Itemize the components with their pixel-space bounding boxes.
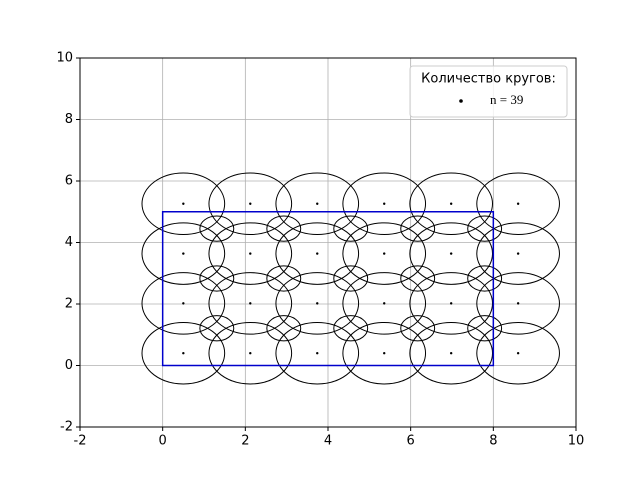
y-tick-label: 2 (65, 297, 73, 312)
center-dot (249, 302, 252, 305)
center-dot (316, 302, 319, 305)
circle (409, 272, 494, 335)
center-dot (516, 302, 520, 305)
circle (400, 265, 436, 292)
center-dot (249, 252, 252, 255)
circle (409, 321, 494, 385)
center-dot (316, 202, 319, 205)
circle (141, 222, 226, 285)
x-tick-label: 2 (241, 434, 249, 449)
x-tick-label: 6 (407, 434, 415, 449)
center-dot (383, 302, 386, 305)
circle (208, 272, 293, 335)
circle (266, 265, 302, 292)
y-tick-label: 8 (65, 112, 73, 127)
circle (333, 315, 369, 342)
circle (409, 172, 494, 236)
y-tick-label: -2 (60, 420, 73, 435)
circle (208, 172, 293, 236)
x-tick-label: 8 (489, 434, 497, 449)
y-tick-label: 6 (65, 174, 73, 189)
circle (275, 172, 360, 236)
rectangle (161, 211, 495, 367)
x-tick-label: -2 (74, 434, 87, 449)
circle (275, 272, 360, 335)
circle (400, 315, 436, 342)
circle (342, 222, 427, 285)
circle (476, 222, 560, 285)
plot-frame (79, 57, 577, 428)
legend-title: Количество кругов: (421, 72, 556, 87)
circle (266, 315, 302, 342)
center-dot (182, 302, 185, 305)
center-dot (182, 202, 185, 205)
center-dot (516, 252, 520, 255)
circle (208, 321, 293, 385)
circle (199, 315, 235, 342)
circle (333, 265, 369, 292)
circle (467, 315, 503, 342)
circle (141, 272, 226, 335)
legend: Количество кругов: n = 39 (409, 65, 568, 118)
center-dot (516, 202, 520, 205)
center-dot (449, 302, 453, 305)
x-tick-label: 0 (159, 434, 167, 449)
center-dot (449, 202, 453, 205)
x-tick-label: 4 (324, 434, 332, 449)
y-tick-label: 0 (65, 358, 73, 373)
legend-box (409, 65, 568, 118)
center-dot (449, 352, 453, 355)
center-dot (249, 202, 252, 205)
center-dot (383, 352, 386, 355)
y-tick-label: 10 (56, 51, 73, 66)
legend-label: n = 39 (490, 92, 523, 107)
circle (342, 172, 427, 236)
y-tick-label: 4 (65, 235, 73, 250)
circle (199, 265, 235, 292)
x-tick-label: 10 (568, 434, 585, 449)
circle (467, 265, 503, 292)
center-dot (516, 352, 520, 355)
circle (400, 215, 436, 242)
circle (333, 215, 369, 242)
circle (476, 272, 560, 335)
circle (208, 222, 293, 285)
center-dot (383, 202, 386, 205)
circle (141, 172, 226, 236)
center-dot (383, 252, 386, 255)
center-dot (449, 252, 453, 255)
circle (409, 222, 494, 285)
circle (141, 321, 226, 385)
circle (467, 215, 503, 242)
circle (275, 321, 360, 385)
circle (476, 172, 560, 236)
center-dot (316, 252, 319, 255)
center-dot (182, 352, 185, 355)
center-dot (182, 252, 185, 255)
circle (476, 321, 560, 385)
center-dot (249, 352, 252, 355)
circle (342, 321, 427, 385)
circle (275, 222, 360, 285)
circle (342, 272, 427, 335)
center-dot (316, 352, 319, 355)
legend-marker (459, 99, 463, 103)
circle (266, 215, 302, 242)
circle (199, 215, 235, 242)
